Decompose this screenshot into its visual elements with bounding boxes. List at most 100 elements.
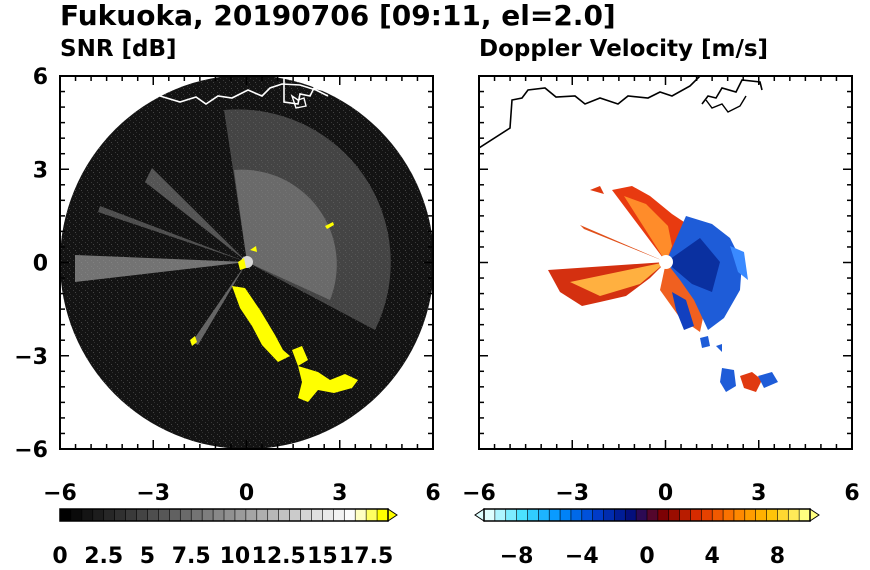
colorbar-tick-label: 0 xyxy=(52,544,67,569)
colorbar-swatch xyxy=(701,508,713,522)
colorbar-swatch xyxy=(147,508,160,522)
colorbar-swatch xyxy=(114,508,127,522)
colorbar-swatch xyxy=(798,508,811,522)
colorbar-swatch xyxy=(169,508,182,522)
colorbar-swatch xyxy=(614,508,627,522)
colorbar-swatch xyxy=(234,508,247,522)
colorbar-swatch xyxy=(81,508,94,522)
colorbar-swatch xyxy=(744,508,757,522)
colorbar-swatch xyxy=(103,508,116,522)
colorbar-swatch xyxy=(212,508,225,522)
snr-plot-area: −6 −3 0 3 6 6 3 0 −3 −6 xyxy=(14,65,440,506)
colorbar-swatch xyxy=(733,508,746,522)
colorbar-swatch xyxy=(59,508,72,522)
colorbar-tick-label: 2.5 xyxy=(84,544,123,569)
colorbar-swatch xyxy=(494,508,507,522)
snr-coastline xyxy=(159,83,329,105)
colorbar-swatch xyxy=(690,508,703,522)
doppler-colorbar-labels: −8 −4 0 4 8 xyxy=(500,544,785,569)
colorbar-swatch xyxy=(635,508,648,522)
colorbar-swatch xyxy=(711,508,724,522)
colorbar-tick-label: −8 xyxy=(500,544,534,569)
doppler-colorbar xyxy=(474,508,820,522)
colorbar-swatch xyxy=(136,508,149,522)
snr-colorbar xyxy=(59,508,398,522)
colorbar-swatch xyxy=(538,508,550,522)
colorbar-extend-min xyxy=(474,508,485,522)
colorbar-swatch xyxy=(516,508,529,522)
colorbar-tick-label: 4 xyxy=(705,544,720,569)
colorbar-tick-label: 7.5 xyxy=(172,544,211,569)
colorbar-swatch xyxy=(570,508,583,522)
x-tick-label: 3 xyxy=(751,481,766,506)
snr-high-echo xyxy=(190,222,358,402)
snr-echo-fan xyxy=(224,109,391,330)
colorbar-swatch xyxy=(158,508,171,522)
y-tick-label: 6 xyxy=(33,65,48,90)
colorbar-swatch xyxy=(92,508,105,522)
colorbar-swatch xyxy=(592,508,605,522)
colorbar-swatch xyxy=(201,508,214,522)
snr-beam-nw xyxy=(145,168,247,262)
colorbar-tick-label: 15 xyxy=(307,544,338,569)
colorbar-tick-label: 17.5 xyxy=(339,544,393,569)
x-tick-label: −6 xyxy=(462,481,496,506)
colorbar-swatch xyxy=(559,508,572,522)
colorbar-swatch xyxy=(505,508,518,522)
colorbar-swatch xyxy=(278,508,291,522)
snr-colorbar-labels: 0 2.5 5 7.5 10 12.5 15 17.5 xyxy=(52,544,393,569)
y-tick-label: 0 xyxy=(33,252,48,277)
colorbar-tick-label: 12.5 xyxy=(252,544,306,569)
colorbar-swatch xyxy=(365,508,378,522)
colorbar-swatch xyxy=(289,508,302,522)
colorbar-swatch xyxy=(766,508,779,522)
colorbar-tick-label: 5 xyxy=(140,544,155,569)
doppler-x-tick-labels: −6 −3 0 3 6 xyxy=(462,481,860,506)
colorbar-swatch xyxy=(343,508,356,522)
x-tick-label: −3 xyxy=(555,481,589,506)
colorbar-swatch xyxy=(256,508,269,522)
x-tick-label: 0 xyxy=(239,481,254,506)
snr-beam-sw xyxy=(192,262,247,345)
colorbar-swatch xyxy=(311,508,324,522)
colorbar-swatch xyxy=(722,508,735,522)
colorbar-swatch xyxy=(679,508,692,522)
doppler-plot-area: −6 −3 0 3 6 xyxy=(462,75,860,506)
colorbar-extend-max xyxy=(387,508,398,522)
colorbar-swatch xyxy=(223,508,236,522)
colorbar-swatch xyxy=(70,508,83,522)
colorbar-swatch xyxy=(190,508,203,522)
colorbar-swatch xyxy=(527,508,540,522)
x-tick-label: 6 xyxy=(425,481,440,506)
colorbar-swatch xyxy=(624,508,637,522)
colorbar-swatch xyxy=(125,508,138,522)
doppler-panel-title: Doppler Velocity [m/s] xyxy=(479,36,768,62)
colorbar-swatch xyxy=(267,508,280,522)
colorbar-tick-label: 8 xyxy=(770,544,785,569)
colorbar-swatch xyxy=(179,508,192,522)
y-tick-label: 3 xyxy=(33,158,48,183)
colorbar-swatch xyxy=(603,508,616,522)
colorbar-swatch xyxy=(300,508,313,522)
colorbar-extend-max xyxy=(809,508,820,522)
colorbar-swatch xyxy=(245,508,258,522)
figure-title: Fukuoka, 20190706 [09:11, el=2.0] xyxy=(60,0,616,32)
x-tick-label: −6 xyxy=(43,481,77,506)
colorbar-swatch xyxy=(354,508,367,522)
colorbar-swatch xyxy=(755,508,768,522)
colorbar-swatch xyxy=(646,508,659,522)
colorbar-swatch xyxy=(548,508,561,522)
snr-x-tick-labels: −6 −3 0 3 6 xyxy=(43,481,441,506)
colorbar-swatch xyxy=(483,508,496,522)
colorbar-swatch xyxy=(668,508,681,522)
colorbar-swatch xyxy=(581,508,594,522)
colorbar-swatch xyxy=(322,508,335,522)
snr-panel-title: SNR [dB] xyxy=(60,36,177,62)
x-tick-label: 3 xyxy=(332,481,347,506)
doppler-towards-echo xyxy=(666,216,748,330)
colorbar-swatch xyxy=(333,508,346,522)
x-tick-label: −3 xyxy=(136,481,170,506)
snr-beam-west xyxy=(75,255,247,282)
y-tick-label: −3 xyxy=(14,345,48,370)
doppler-coastline xyxy=(479,76,701,149)
